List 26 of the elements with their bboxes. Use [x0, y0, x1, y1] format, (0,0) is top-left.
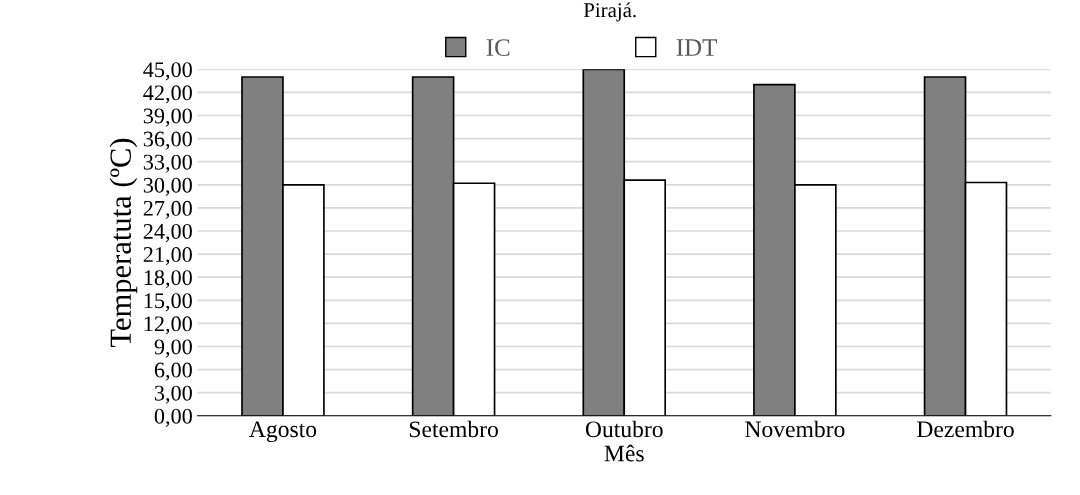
- y-tick-label: 0,00: [154, 408, 192, 427]
- legend-label: IDT: [676, 39, 717, 56]
- y-tick-label: 42,00: [143, 85, 192, 104]
- y-tick-label: 30,00: [143, 177, 192, 196]
- x-tick-label: Outubro: [585, 420, 663, 438]
- y-tick-label: 3,00: [154, 385, 192, 404]
- y-tick-label: 24,00: [143, 223, 192, 243]
- x-tick-label: Novembro: [745, 420, 845, 438]
- y-tick-label: 15,00: [144, 293, 192, 312]
- y-axis-title: Temperatuta (ºC): [109, 138, 138, 348]
- x-tick-label: Setembro: [409, 420, 498, 438]
- y-tick-label: 21,00: [143, 247, 192, 266]
- y-tick-label: 12,00: [144, 316, 192, 335]
- y-tick-label: 33,00: [143, 154, 192, 173]
- y-tick-label: 39,00: [143, 108, 192, 127]
- x-tick-label: Agosto: [249, 421, 317, 443]
- y-tick-label: 27,00: [143, 200, 192, 220]
- chart-title: Pirajá.: [583, 2, 636, 22]
- x-tick-label: Dezembro: [917, 420, 1014, 438]
- y-tick-label: 36,00: [143, 131, 192, 150]
- legend-label: IC: [486, 39, 510, 56]
- y-tick-label: 6,00: [154, 362, 192, 381]
- y-tick-label: 18,00: [144, 270, 192, 289]
- y-tick-label: 9,00: [154, 339, 192, 358]
- y-tick-label: 45,00: [143, 62, 192, 81]
- x-axis-title: Mês: [604, 444, 644, 462]
